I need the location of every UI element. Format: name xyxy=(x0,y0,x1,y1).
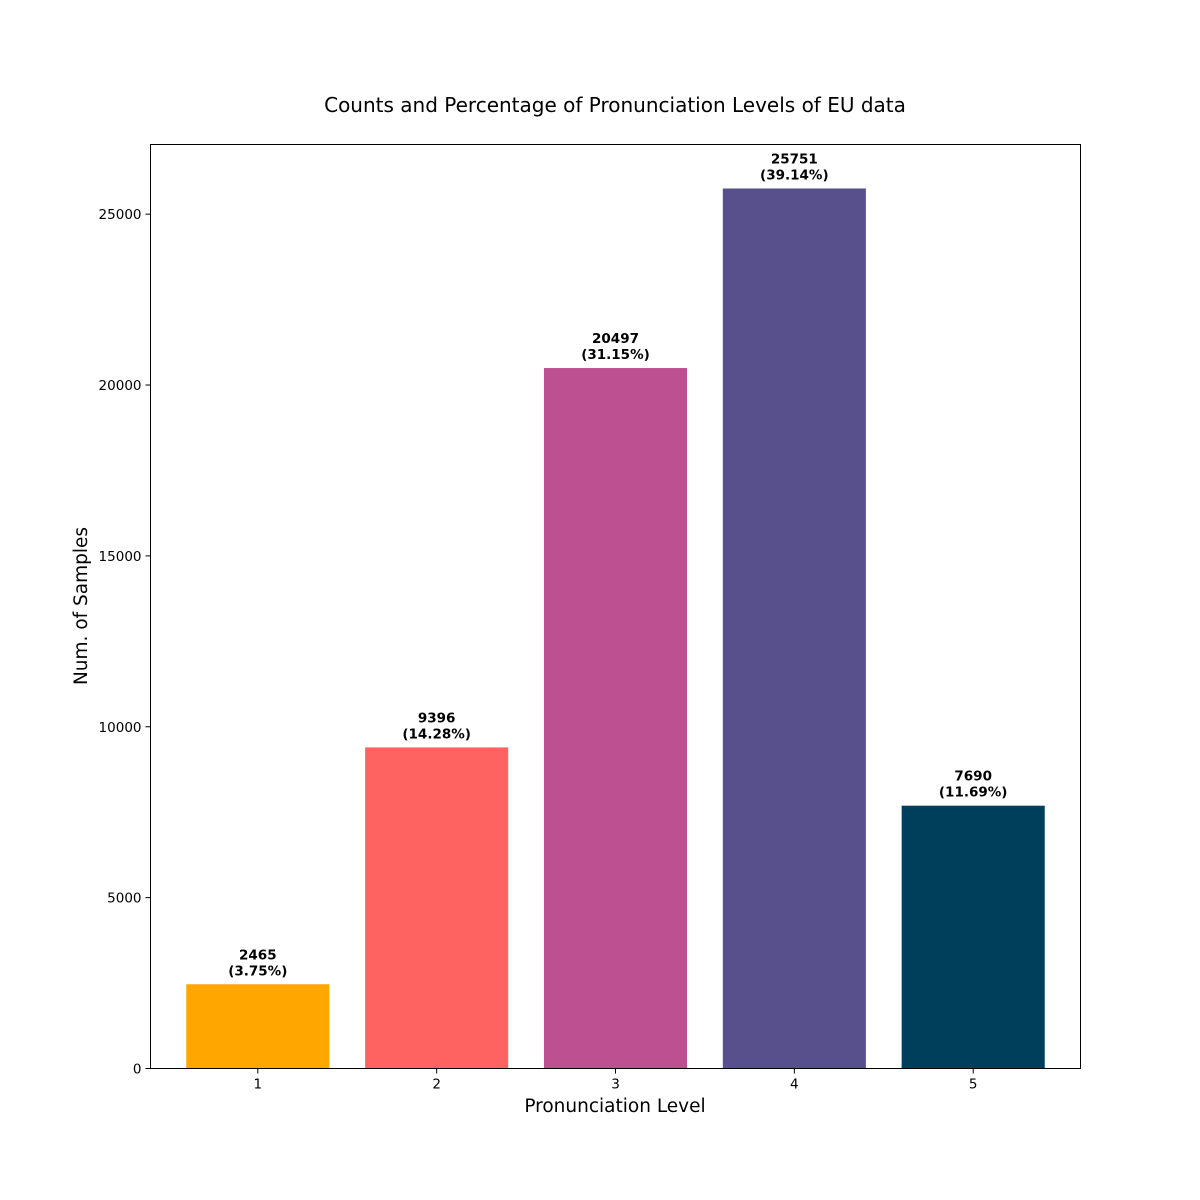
x-axis-label: Pronunciation Level xyxy=(524,1096,705,1117)
bars-group xyxy=(186,188,1045,1069)
bar-level-2 xyxy=(365,747,509,1069)
x-tick-label: 4 xyxy=(790,1077,799,1093)
x-tick-label: 2 xyxy=(432,1077,441,1093)
bar-level-5 xyxy=(901,805,1045,1069)
bar-percent-label: (31.15%) xyxy=(581,347,650,363)
chart-title: Counts and Percentage of Pronunciation L… xyxy=(324,93,906,117)
y-axis-ticks: 0 5000 10000 15000 20000 25000 xyxy=(99,207,151,1078)
bar-count-label: 7690 xyxy=(954,769,992,785)
bar-percent-label: (11.69%) xyxy=(939,785,1008,801)
bar-count-label: 2465 xyxy=(239,947,277,963)
y-tick-label: 20000 xyxy=(99,378,142,394)
bar-labels-group: 2465(3.75%) 9396(14.28%) 20497(31.15%) 2575… xyxy=(228,151,1007,979)
x-tick-label: 3 xyxy=(611,1077,620,1093)
y-tick-label: 5000 xyxy=(107,891,141,907)
y-tick-label: 25000 xyxy=(99,207,142,223)
bar-count-label: 9396 xyxy=(418,710,456,726)
x-tick-label: 5 xyxy=(969,1077,978,1093)
x-axis-ticks: 1 2 3 4 5 xyxy=(254,1068,978,1093)
y-tick-label: 15000 xyxy=(99,549,142,565)
bar-level-1 xyxy=(186,984,330,1069)
bar-count-label: 20497 xyxy=(592,331,639,347)
bar-level-4 xyxy=(722,188,866,1069)
plot-frame xyxy=(150,144,1081,1069)
bar-count-label: 25751 xyxy=(771,151,818,167)
y-tick-label: 0 xyxy=(133,1062,142,1078)
y-tick-label: 10000 xyxy=(99,720,142,736)
bar-percent-label: (3.75%) xyxy=(228,963,287,979)
bar-percent-label: (39.14%) xyxy=(760,167,829,183)
y-axis-label: Num. of Samples xyxy=(71,527,92,685)
bar-level-3 xyxy=(543,368,688,1069)
bar-percent-label: (14.28%) xyxy=(402,726,471,742)
x-tick-label: 1 xyxy=(254,1077,263,1093)
